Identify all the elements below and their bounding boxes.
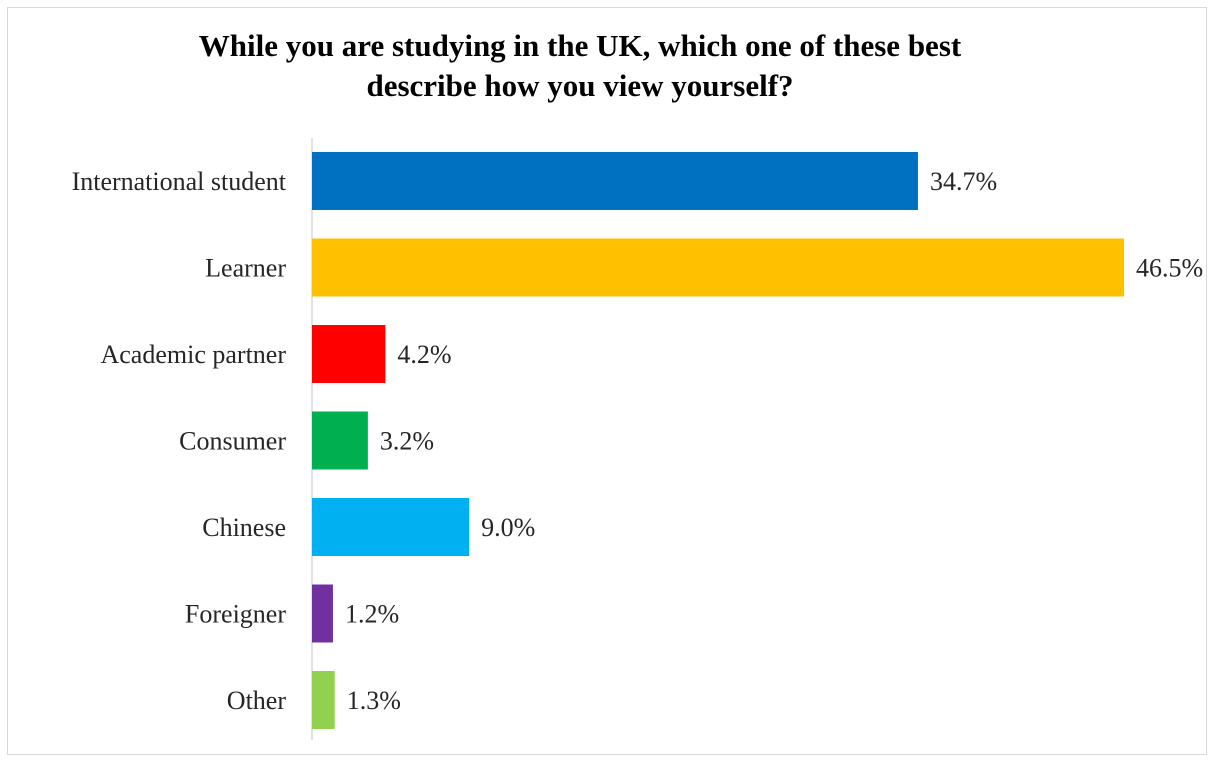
category-label: Other xyxy=(227,686,287,715)
bar-other xyxy=(312,671,335,729)
data-label: 34.7% xyxy=(930,167,997,196)
chart-title: While you are studying in the UK, which … xyxy=(198,28,962,103)
category-label: Learner xyxy=(205,254,286,283)
data-label: 1.3% xyxy=(347,686,401,715)
data-label: 9.0% xyxy=(481,513,535,542)
chart-frame xyxy=(7,7,1207,755)
category-label: Chinese xyxy=(202,513,286,542)
bar-consumer xyxy=(312,411,368,470)
category-label: Academic partner xyxy=(100,340,286,369)
data-label: 4.2% xyxy=(397,340,451,369)
category-label: International student xyxy=(72,167,287,196)
category-label: Consumer xyxy=(179,427,286,456)
data-label: 1.2% xyxy=(345,600,399,629)
bar-academic-partner xyxy=(312,325,386,383)
bar-foreigner xyxy=(312,584,333,643)
data-label: 46.5% xyxy=(1136,254,1203,283)
data-label: 3.2% xyxy=(380,427,434,456)
bar-learner xyxy=(312,238,1124,297)
bar-international-student xyxy=(312,152,918,210)
category-label: Foreigner xyxy=(185,600,286,629)
bar-chinese xyxy=(312,498,470,556)
